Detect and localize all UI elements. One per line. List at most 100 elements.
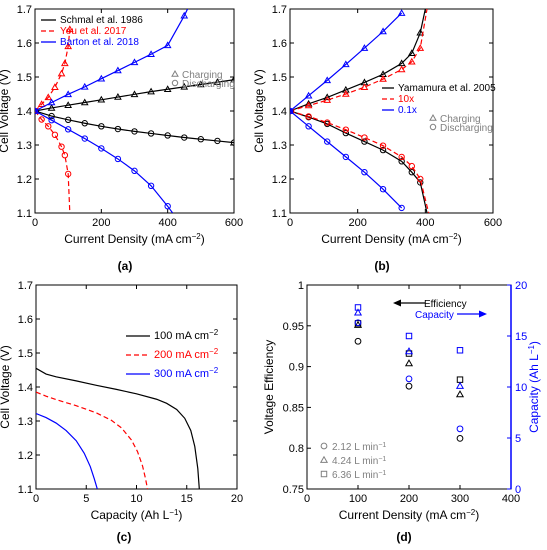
data-point [57,69,66,77]
data-point [353,308,363,316]
data-point [417,179,424,186]
panel-label: (b) [374,259,389,273]
data-point [323,76,332,84]
data-point [61,152,69,159]
data-point [360,44,369,51]
flow-legend-symbol [320,470,328,478]
data-point [51,131,59,139]
data-point [48,112,55,120]
series-line [290,12,403,112]
data-point [35,106,39,114]
data-point [197,136,205,143]
data-point [147,182,155,190]
x-tick-label: 400 [158,217,176,229]
data-point [60,59,69,67]
y-tick-label: 1.6 [18,314,33,326]
series-line [290,9,426,112]
y2-tick-label: 0 [515,484,521,496]
data-point [405,332,413,340]
panel-label: (a) [118,259,133,273]
x-tick-label: 300 [451,493,469,505]
plot-frame [35,284,238,490]
data-point [379,186,387,193]
data-point [456,435,464,442]
legend-label: You et al. 2017 [60,26,127,37]
data-point [196,80,205,88]
series-line [35,9,189,112]
x-tick-label: 200 [92,217,110,229]
data-point [180,11,189,19]
legend-label: 200 mA cm−2 [154,347,219,362]
legend-label: Schmal et al. 1986 [60,15,143,26]
data-point [353,320,363,328]
data-point [323,96,332,103]
y-tick-label: 1.1 [272,208,287,220]
legend-label: 100 mA cm−2 [154,328,219,343]
data-point [81,120,88,127]
data-point [58,143,65,150]
x-tick-label: 600 [225,217,243,229]
data-point [98,145,105,152]
series-group [36,367,200,489]
marker-legend-label: Discharging [182,79,235,90]
data-point [305,113,312,120]
flow-legend-symbol [319,455,329,463]
marker-legend-symbol [171,79,179,87]
data-point [230,139,234,146]
x-tick-label: 0 [304,493,310,505]
data-point [304,91,313,99]
series-line [35,79,234,112]
data-point [354,304,362,311]
legend-label: 300 mA cm−2 [154,366,219,381]
x-tick-label: 200 [400,493,418,505]
data-point [44,93,53,101]
data-point [379,27,387,35]
data-point [405,375,413,383]
data-point [398,158,405,165]
legend-label: Barton et al. 2018 [60,37,139,48]
data-point [130,90,139,98]
data-point [407,49,416,56]
x-tick-label: 600 [484,217,502,229]
series-line [290,110,403,209]
data-point [456,376,464,383]
data-point [417,175,424,183]
x-tick-label: 100 [349,493,367,505]
series-line [35,110,71,213]
data-point [379,146,387,154]
series-line [290,9,428,112]
data-point [290,107,294,115]
data-point [131,128,138,135]
data-point [97,95,106,103]
data-point [64,42,73,50]
data-point [64,101,73,108]
flow-legend-label: 6.36 L min−1 [332,470,386,482]
data-point [290,106,294,114]
y-tick-label: 1.6 [272,38,287,50]
data-point [360,83,369,90]
y2-tick-label: 5 [515,433,521,445]
data-point [407,57,416,65]
series-group [353,304,465,442]
data-point [35,107,39,115]
data-point [97,74,106,82]
y-axis-label: Cell Voltage (V) [0,345,12,428]
y-tick-label: 1.7 [272,4,287,16]
flow-legend-symbol [320,442,328,450]
series-line [36,367,200,489]
y2-tick-label: 15 [515,331,527,343]
data-point [456,425,464,433]
y2-tick-label: 20 [515,280,527,292]
data-point [64,116,72,124]
data-point [404,347,414,355]
data-point [98,123,105,130]
y-tick-label: 0.8 [289,443,304,455]
data-point [230,75,234,83]
x-tick-label: 200 [348,217,366,229]
y-tick-label: 0.75 [283,484,304,496]
x-tick-label: 15 [181,493,193,505]
y-tick-label: 1.2 [17,174,32,186]
data-point [48,116,55,124]
y-tick-label: 1.2 [18,450,33,462]
capacity-arrowhead [479,310,487,318]
